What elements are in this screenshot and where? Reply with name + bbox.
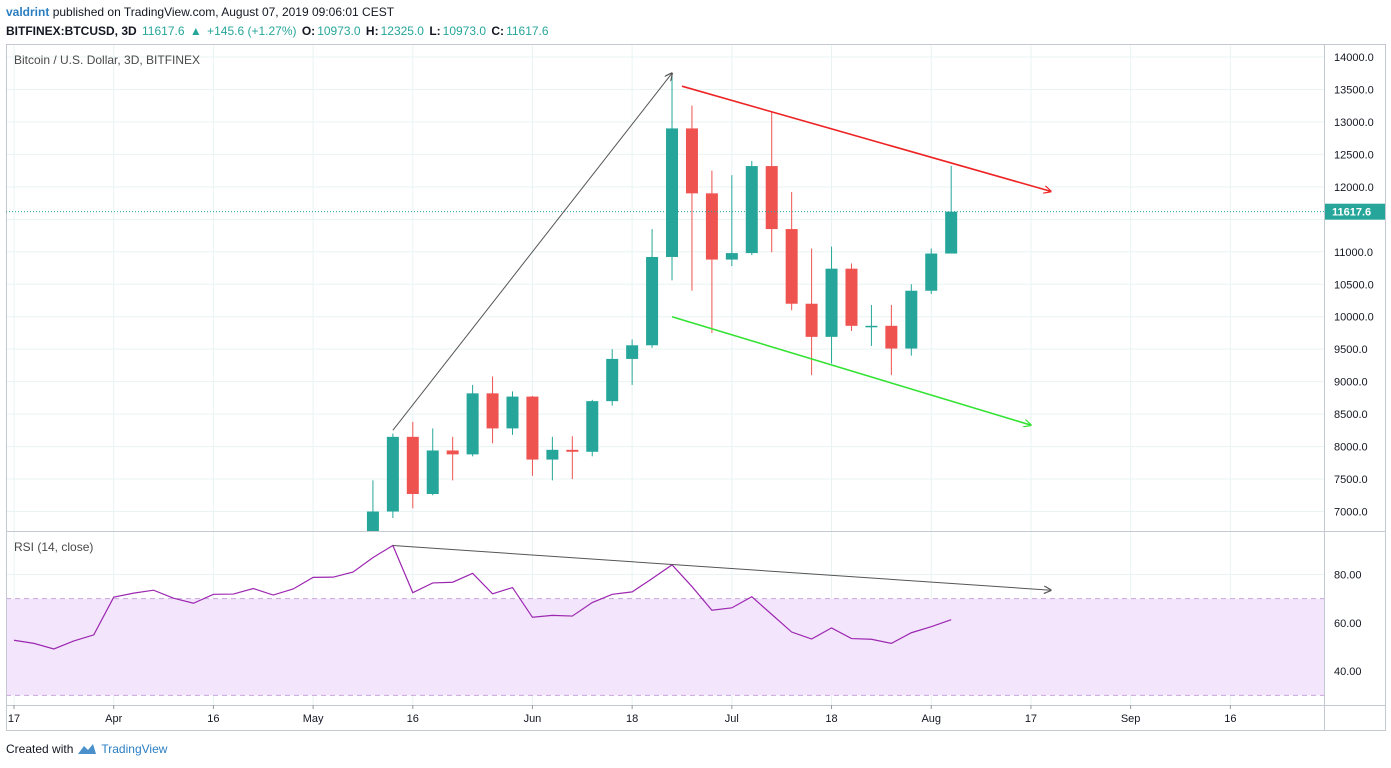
last-price: 11617.6 [142, 24, 185, 38]
price-tick-label: 7000.0 [1334, 507, 1368, 519]
candle-body [705, 193, 718, 260]
open-value: 10973.0 [317, 24, 361, 38]
price-tick-label: 14000.0 [1334, 52, 1374, 64]
low-value: 10973.0 [442, 24, 487, 38]
rsi-divergence-line [392, 545, 1051, 591]
candle-body [945, 211, 958, 254]
publish-info: published on TradingView.com, August 07,… [52, 5, 395, 19]
footer: Created with TradingView [6, 742, 167, 756]
candle-body [865, 325, 878, 328]
support-line [671, 315, 1031, 425]
tradingview-logo-icon [78, 744, 97, 754]
candle-body [406, 436, 419, 494]
time-tick-label: 18 [825, 713, 837, 725]
high-label: H: [365, 24, 379, 38]
price-tick-label: 13000.0 [1334, 117, 1374, 129]
candle-body [925, 253, 938, 291]
price-pane-title: Bitcoin / U.S. Dollar, 3D, BITFINEX [14, 53, 200, 67]
time-tick-label: Jun [524, 713, 542, 725]
candle-body [586, 401, 599, 452]
rsi-tick-label: 60.00 [1334, 618, 1362, 630]
price-change: +145.6 (+1.27%) [207, 24, 297, 38]
candles-group [366, 73, 958, 531]
candle-body [466, 393, 479, 455]
candle-body [666, 128, 679, 257]
time-tick-label: 16 [407, 713, 419, 725]
candle-body [825, 268, 838, 337]
candle-body [785, 229, 798, 304]
time-tick-label: 17 [1025, 713, 1037, 725]
time-tick-label: Aug [921, 713, 941, 725]
candle-body [426, 450, 439, 494]
resistance-line [681, 85, 1051, 191]
open-label: O: [301, 24, 316, 38]
rsi-line [13, 544, 952, 650]
last-price-tag-label: 11617.6 [1332, 207, 1371, 219]
time-tick-label: 16 [1224, 713, 1236, 725]
price-tick-label: 11000.0 [1334, 247, 1373, 259]
time-tick-label: Sep [1121, 713, 1141, 725]
rsi-tick-label: 80.00 [1334, 570, 1362, 582]
rsi-tick-label: 40.00 [1334, 666, 1362, 678]
price-tick-label: 12500.0 [1334, 149, 1374, 161]
price-tick-label: 12000.0 [1334, 182, 1374, 194]
price-tick-label: 7500.0 [1334, 474, 1368, 486]
time-tick-label: May [303, 713, 324, 725]
candle-body [566, 449, 579, 452]
last-price-tag [1325, 203, 1385, 220]
candle-body [366, 511, 379, 531]
candle-body [905, 290, 918, 349]
price-tick-label: 10500.0 [1334, 279, 1374, 291]
candle-body [446, 450, 459, 455]
price-tick-label: 9500.0 [1334, 344, 1368, 356]
low-label: L: [429, 24, 441, 38]
time-tick-label: Apr [105, 713, 122, 725]
candle-body [626, 345, 639, 359]
candle-body [526, 396, 539, 460]
rsi-pane-title: RSI (14, close) [14, 540, 93, 554]
close-label: C: [491, 24, 505, 38]
candle-body [805, 303, 818, 337]
candle-body [606, 358, 619, 402]
candle-body [885, 325, 898, 349]
time-tick-label: 16 [207, 713, 219, 725]
price-tick-label: 8500.0 [1334, 409, 1368, 421]
price-tick-label: 13500.0 [1334, 84, 1374, 96]
tradingview-link[interactable]: TradingView [101, 742, 168, 756]
candle-body [646, 256, 659, 346]
candle-body [546, 449, 559, 460]
candle-body [765, 166, 778, 230]
time-tick-label: 18 [626, 713, 638, 725]
chart-header: valdrint published on TradingView.com, A… [6, 4, 551, 39]
ohlc-line: BITFINEX:BTCUSD, 3D 11617.6 ▲ +145.6 (+1… [6, 23, 551, 39]
rsi-band [6, 598, 1324, 696]
candle-body [486, 393, 499, 429]
time-tick-label: Jul [725, 713, 739, 725]
created-with-label: Created with [6, 742, 74, 756]
rally-trendline [392, 73, 672, 431]
chart-frame [6, 44, 1386, 731]
candle-body [845, 268, 858, 326]
publish-line: valdrint published on TradingView.com, A… [6, 4, 551, 20]
symbol-label: BITFINEX:BTCUSD, 3D [6, 24, 137, 38]
time-tick-label: 17 [8, 713, 20, 725]
high-value: 12325.0 [380, 24, 424, 38]
author-link[interactable]: valdrint [6, 5, 50, 19]
up-arrow-icon: ▲ [189, 24, 202, 38]
candle-body [725, 253, 738, 260]
price-tick-label: 10000.0 [1334, 312, 1374, 324]
candle-body [685, 128, 698, 194]
close-value: 11617.6 [506, 24, 549, 38]
price-tick-label: 8000.0 [1334, 442, 1368, 454]
candle-body [506, 396, 519, 429]
candle-body [745, 166, 758, 254]
candle-body [386, 436, 399, 512]
price-tick-label: 9000.0 [1334, 377, 1368, 389]
